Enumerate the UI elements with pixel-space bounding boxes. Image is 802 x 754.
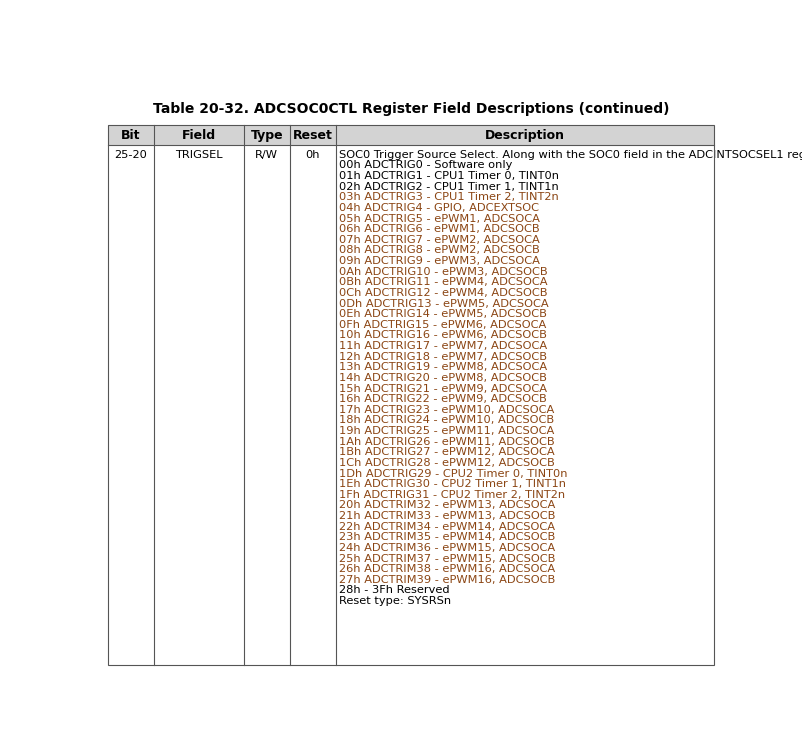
Text: 11h ADCTRIG17 - ePWM7, ADCSOCA: 11h ADCTRIG17 - ePWM7, ADCSOCA	[339, 341, 547, 351]
Text: 10h ADCTRIG16 - ePWM6, ADCSOCB: 10h ADCTRIG16 - ePWM6, ADCSOCB	[339, 330, 547, 340]
Text: 18h ADCTRIG24 - ePWM10, ADCSOCB: 18h ADCTRIG24 - ePWM10, ADCSOCB	[339, 415, 554, 425]
Bar	[108, 125, 714, 146]
Text: 01h ADCTRIG1 - CPU1 Timer 0, TINT0n: 01h ADCTRIG1 - CPU1 Timer 0, TINT0n	[339, 171, 559, 181]
Text: 13h ADCTRIG19 - ePWM8, ADCSOCA: 13h ADCTRIG19 - ePWM8, ADCSOCA	[339, 362, 547, 372]
Text: 28h - 3Fh Reserved: 28h - 3Fh Reserved	[339, 585, 450, 596]
Text: Table 20-32. ADCSOC0CTL Register Field Descriptions (continued): Table 20-32. ADCSOC0CTL Register Field D…	[152, 102, 670, 116]
Text: 20h ADCTRIM32 - ePWM13, ADCSOCA: 20h ADCTRIM32 - ePWM13, ADCSOCA	[339, 501, 555, 510]
Text: SOC0 Trigger Source Select. Along with the SOC0 field in the ADCINTSOCSEL1 regis: SOC0 Trigger Source Select. Along with t…	[339, 150, 802, 160]
Text: 1Bh ADCTRIG27 - ePWM12, ADCSOCA: 1Bh ADCTRIG27 - ePWM12, ADCSOCA	[339, 447, 555, 457]
Text: 1Ah ADCTRIG26 - ePWM11, ADCSOCB: 1Ah ADCTRIG26 - ePWM11, ADCSOCB	[339, 437, 555, 446]
Text: Type: Type	[250, 129, 283, 142]
Text: Reset type: SYSRSn: Reset type: SYSRSn	[339, 596, 451, 606]
Text: 1Ch ADCTRIG28 - ePWM12, ADCSOCB: 1Ch ADCTRIG28 - ePWM12, ADCSOCB	[339, 458, 555, 468]
Text: 25h ADCTRIM37 - ePWM15, ADCSOCB: 25h ADCTRIM37 - ePWM15, ADCSOCB	[339, 553, 555, 563]
Text: 03h ADCTRIG3 - CPU1 Timer 2, TINT2n: 03h ADCTRIG3 - CPU1 Timer 2, TINT2n	[339, 192, 559, 202]
Text: 27h ADCTRIM39 - ePWM16, ADCSOCB: 27h ADCTRIM39 - ePWM16, ADCSOCB	[339, 575, 555, 585]
Text: 1Dh ADCTRIG29 - CPU2 Timer 0, TINT0n: 1Dh ADCTRIG29 - CPU2 Timer 0, TINT0n	[339, 468, 568, 479]
Text: 02h ADCTRIG2 - CPU1 Timer 1, TINT1n: 02h ADCTRIG2 - CPU1 Timer 1, TINT1n	[339, 182, 559, 192]
Text: R/W: R/W	[255, 150, 278, 160]
Text: 17h ADCTRIG23 - ePWM10, ADCSOCA: 17h ADCTRIG23 - ePWM10, ADCSOCA	[339, 405, 554, 415]
Text: 15h ADCTRIG21 - ePWM9, ADCSOCA: 15h ADCTRIG21 - ePWM9, ADCSOCA	[339, 384, 547, 394]
Text: 1Fh ADCTRIG31 - CPU2 Timer 2, TINT2n: 1Fh ADCTRIG31 - CPU2 Timer 2, TINT2n	[339, 490, 565, 500]
Text: 06h ADCTRIG6 - ePWM1, ADCSOCB: 06h ADCTRIG6 - ePWM1, ADCSOCB	[339, 224, 540, 234]
Text: 0Fh ADCTRIG15 - ePWM6, ADCSOCA: 0Fh ADCTRIG15 - ePWM6, ADCSOCA	[339, 320, 546, 329]
Text: Description: Description	[485, 129, 565, 142]
Text: 08h ADCTRIG8 - ePWM2, ADCSOCB: 08h ADCTRIG8 - ePWM2, ADCSOCB	[339, 245, 540, 256]
Text: 22h ADCTRIM34 - ePWM14, ADCSOCA: 22h ADCTRIM34 - ePWM14, ADCSOCA	[339, 522, 555, 532]
Text: 19h ADCTRIG25 - ePWM11, ADCSOCA: 19h ADCTRIG25 - ePWM11, ADCSOCA	[339, 426, 554, 436]
Text: 05h ADCTRIG5 - ePWM1, ADCSOCA: 05h ADCTRIG5 - ePWM1, ADCSOCA	[339, 213, 540, 223]
Text: 25-20: 25-20	[115, 150, 148, 160]
Text: 1Eh ADCTRIG30 - CPU2 Timer 1, TINT1n: 1Eh ADCTRIG30 - CPU2 Timer 1, TINT1n	[339, 480, 566, 489]
Text: 04h ADCTRIG4 - GPIO, ADCEXTSOC: 04h ADCTRIG4 - GPIO, ADCEXTSOC	[339, 203, 539, 213]
Text: 14h ADCTRIG20 - ePWM8, ADCSOCB: 14h ADCTRIG20 - ePWM8, ADCSOCB	[339, 373, 547, 383]
Text: 07h ADCTRIG7 - ePWM2, ADCSOCA: 07h ADCTRIG7 - ePWM2, ADCSOCA	[339, 234, 540, 245]
Text: Bit: Bit	[121, 129, 141, 142]
Text: 0Ah ADCTRIG10 - ePWM3, ADCSOCB: 0Ah ADCTRIG10 - ePWM3, ADCSOCB	[339, 267, 548, 277]
Text: 0h: 0h	[306, 150, 320, 160]
Text: 00h ADCTRIG0 - Software only: 00h ADCTRIG0 - Software only	[339, 161, 512, 170]
Text: 21h ADCTRIM33 - ePWM13, ADCSOCB: 21h ADCTRIM33 - ePWM13, ADCSOCB	[339, 511, 555, 521]
Text: 16h ADCTRIG22 - ePWM9, ADCSOCB: 16h ADCTRIG22 - ePWM9, ADCSOCB	[339, 394, 547, 404]
Text: 0Dh ADCTRIG13 - ePWM5, ADCSOCA: 0Dh ADCTRIG13 - ePWM5, ADCSOCA	[339, 299, 549, 308]
Text: 12h ADCTRIG18 - ePWM7, ADCSOCB: 12h ADCTRIG18 - ePWM7, ADCSOCB	[339, 351, 547, 362]
Text: 09h ADCTRIG9 - ePWM3, ADCSOCA: 09h ADCTRIG9 - ePWM3, ADCSOCA	[339, 256, 540, 266]
Text: TRIGSEL: TRIGSEL	[175, 150, 223, 160]
Text: 0Ch ADCTRIG12 - ePWM4, ADCSOCB: 0Ch ADCTRIG12 - ePWM4, ADCSOCB	[339, 288, 548, 298]
Text: 26h ADCTRIM38 - ePWM16, ADCSOCA: 26h ADCTRIM38 - ePWM16, ADCSOCA	[339, 564, 555, 575]
Text: 23h ADCTRIM35 - ePWM14, ADCSOCB: 23h ADCTRIM35 - ePWM14, ADCSOCB	[339, 532, 555, 542]
Text: 0Eh ADCTRIG14 - ePWM5, ADCSOCB: 0Eh ADCTRIG14 - ePWM5, ADCSOCB	[339, 309, 547, 319]
Text: 0Bh ADCTRIG11 - ePWM4, ADCSOCA: 0Bh ADCTRIG11 - ePWM4, ADCSOCA	[339, 277, 548, 287]
Text: Field: Field	[182, 129, 216, 142]
Text: 24h ADCTRIM36 - ePWM15, ADCSOCA: 24h ADCTRIM36 - ePWM15, ADCSOCA	[339, 543, 555, 553]
Bar	[108, 146, 714, 665]
Text: Reset: Reset	[293, 129, 333, 142]
